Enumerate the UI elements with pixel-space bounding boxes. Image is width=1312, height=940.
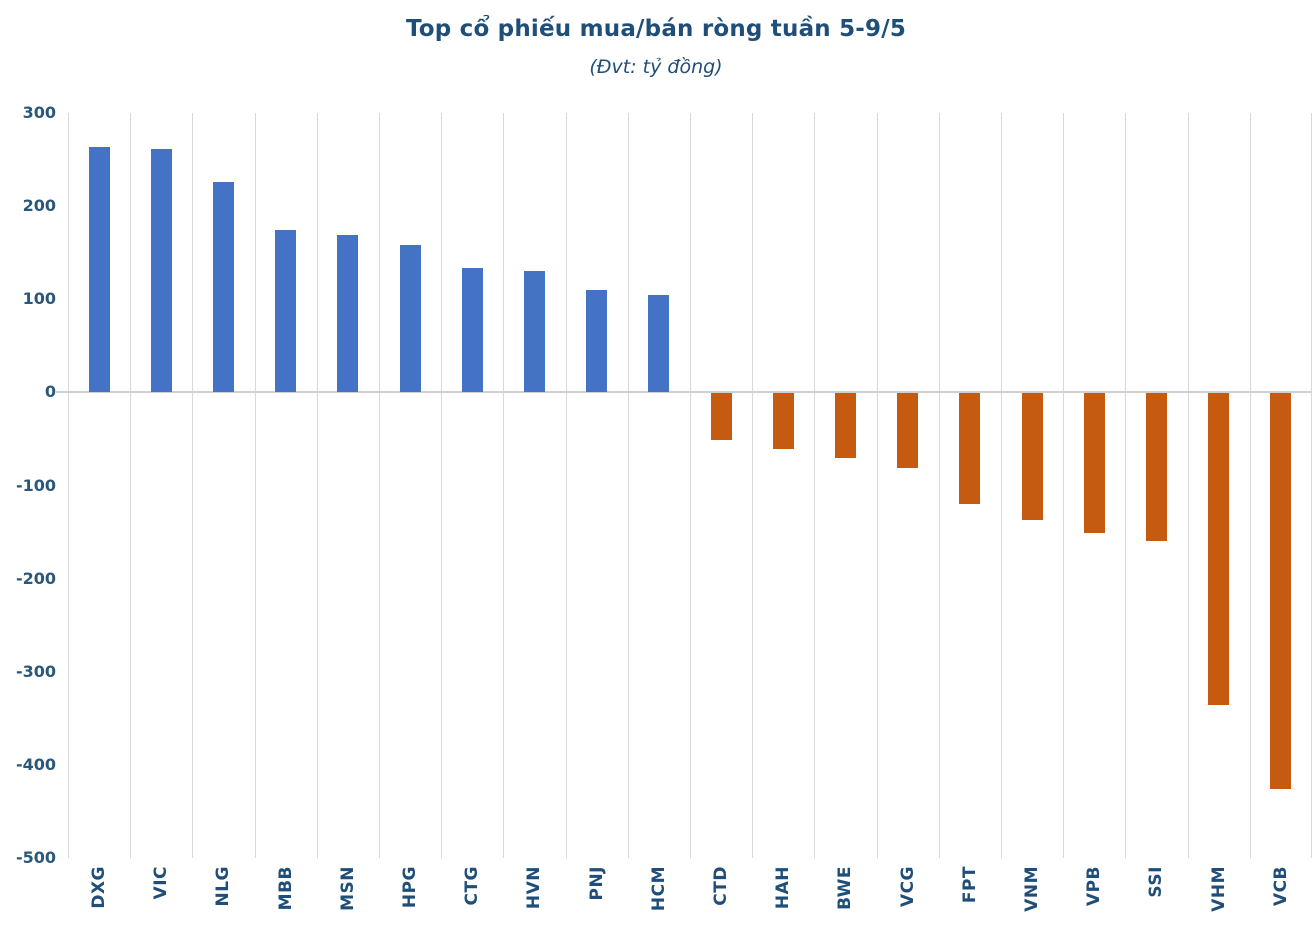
- x-axis-label-HVN: HVN: [503, 866, 565, 940]
- x-axis-label-MSN: MSN: [317, 866, 379, 940]
- y-tick-label: 300: [22, 103, 56, 122]
- y-tick-label: -300: [15, 661, 56, 681]
- category-gridline: [317, 113, 318, 858]
- category-gridline: [628, 113, 629, 858]
- bar-VNM: [1021, 393, 1043, 521]
- category-gridline: [255, 113, 256, 858]
- x-axis-label-text: HCM: [648, 866, 669, 912]
- category-gridline: [379, 113, 380, 858]
- bar-SSI: [1146, 393, 1167, 541]
- x-axis-label-HAH: HAH: [752, 866, 814, 940]
- bar-VCB: [1270, 393, 1292, 790]
- category-gridline: [1063, 113, 1064, 858]
- x-axis-label-text: HAH: [773, 866, 794, 910]
- category-gridline: [877, 113, 878, 858]
- category-gridline: [503, 113, 504, 858]
- bar-HPG: [399, 245, 421, 393]
- x-axis-label-text: MSN: [337, 866, 358, 911]
- x-axis-label-text: HPG: [400, 866, 421, 909]
- category-gridline: [939, 113, 940, 858]
- bar-MBB: [275, 230, 297, 393]
- x-axis-label-VCB: VCB: [1250, 866, 1312, 940]
- bar-CTD: [710, 393, 732, 440]
- x-axis-label-BWE: BWE: [814, 866, 876, 940]
- category-gridline: [441, 113, 442, 858]
- x-axis-label-text: VIC: [151, 866, 172, 900]
- x-axis-label-VPB: VPB: [1063, 866, 1125, 940]
- x-axis-label-PNJ: PNJ: [566, 866, 628, 940]
- y-tick-label: -100: [15, 475, 56, 495]
- x-axis-label-text: PNJ: [586, 866, 607, 901]
- category-gridline: [68, 113, 69, 858]
- category-gridline: [752, 113, 753, 858]
- category-gridline: [814, 113, 815, 858]
- x-axis-label-text: CTD: [711, 866, 732, 906]
- category-gridline: [130, 113, 131, 858]
- x-axis-label-text: VNM: [1022, 866, 1043, 912]
- bar-FPT: [959, 393, 981, 505]
- x-axis-label-VIC: VIC: [130, 866, 192, 940]
- bar-VIC: [150, 149, 172, 393]
- plot-area: [56, 113, 1312, 858]
- bar-HAH: [772, 393, 794, 450]
- category-gridline: [1001, 113, 1002, 858]
- y-tick-label: 100: [22, 289, 56, 309]
- x-axis-label-text: VCG: [897, 866, 918, 908]
- bar-BWE: [835, 393, 856, 458]
- x-axis-label-VNM: VNM: [1001, 866, 1063, 940]
- x-axis-label-NLG: NLG: [192, 866, 254, 940]
- x-axis-label-HPG: HPG: [379, 866, 441, 940]
- bar-VCG: [897, 393, 919, 468]
- y-tick-label: -400: [15, 754, 56, 774]
- x-axis-label-text: HVN: [524, 866, 545, 910]
- bar-PNJ: [586, 289, 608, 393]
- x-axis-label-text: NLG: [213, 866, 234, 907]
- x-axis-label-SSI: SSI: [1125, 866, 1187, 940]
- category-gridline: [690, 113, 691, 858]
- x-axis-label-VHM: VHM: [1188, 866, 1250, 940]
- y-tick-label: 200: [22, 196, 56, 216]
- x-axis-label-text: DXG: [89, 866, 110, 909]
- bar-CTG: [461, 267, 483, 393]
- category-gridline: [566, 113, 567, 858]
- y-tick-label: -200: [15, 568, 56, 588]
- x-axis-label-DXG: DXG: [68, 866, 130, 940]
- y-tick-label: -500: [15, 848, 56, 867]
- x-axis-label-MBB: MBB: [255, 866, 317, 940]
- chart-title: Top cổ phiếu mua/bán ròng tuần 5-9/5: [405, 16, 907, 42]
- chart-subtitle: (Đvt: tỷ đồng): [589, 56, 723, 78]
- zero-axis-line: [56, 391, 1312, 394]
- bar-VHM: [1208, 393, 1230, 706]
- bar-VPB: [1083, 393, 1105, 534]
- x-axis-label-text: VHM: [1208, 866, 1229, 912]
- x-axis-label-text: CTG: [462, 866, 483, 906]
- x-axis-label-FPT: FPT: [939, 866, 1001, 940]
- x-axis-label-CTG: CTG: [441, 866, 503, 940]
- category-gridline: [192, 113, 193, 858]
- y-tick-label: 0: [44, 382, 56, 402]
- x-axis-label-CTD: CTD: [690, 866, 752, 940]
- x-axis-label-text: VPB: [1084, 866, 1105, 907]
- x-axis-label-text: SSI: [1146, 866, 1167, 898]
- category-gridline: [1250, 113, 1251, 858]
- x-axis-label-text: MBB: [275, 866, 296, 911]
- x-axis-label-VCG: VCG: [877, 866, 939, 940]
- category-gridline: [1188, 113, 1189, 858]
- bar-HVN: [524, 271, 545, 393]
- x-axis-label-HCM: HCM: [628, 866, 690, 940]
- x-axis-label-text: BWE: [835, 866, 856, 910]
- x-axis-label-text: VCB: [1270, 866, 1291, 907]
- bar-HCM: [648, 294, 670, 393]
- x-axis-label-text: FPT: [959, 866, 980, 904]
- bar-DXG: [88, 146, 110, 393]
- bar-NLG: [213, 181, 234, 393]
- bar-MSN: [337, 234, 359, 393]
- category-gridline: [1125, 113, 1126, 858]
